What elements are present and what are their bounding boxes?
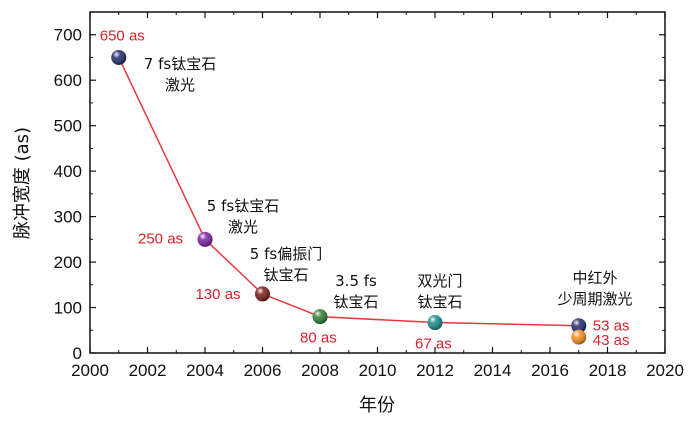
x-tick-label: 2016 <box>531 361 569 380</box>
y-tick-label: 700 <box>54 26 82 45</box>
y-tick-label: 300 <box>54 208 82 227</box>
data-point-highlight <box>571 329 587 345</box>
annotation-label: 中红外 <box>572 269 617 287</box>
x-tick-label: 2012 <box>416 361 454 380</box>
y-axis-title: 脉冲宽度 (as) <box>12 127 33 239</box>
annotation-label: 7 fs钛宝石 <box>144 55 216 73</box>
annotation-label: 钛宝石 <box>417 293 462 311</box>
axes: 2000 2002 2004 2006 2008 2010 2012 2014 2016 2018… <box>54 12 684 380</box>
data-point-highlight <box>111 49 127 65</box>
annotation-label: 钛宝石 <box>263 266 308 284</box>
data-point-highlight <box>427 315 443 331</box>
x-tick-label: 2018 <box>589 361 627 380</box>
data-point-highlight <box>255 286 270 302</box>
x-tick-label: 2004 <box>186 361 224 380</box>
x-tick-label: 2008 <box>301 361 339 380</box>
marks <box>111 49 587 345</box>
y-tick-label: 400 <box>54 162 82 181</box>
value-label: 67 as <box>415 336 452 353</box>
value-label: 53 as <box>593 318 630 335</box>
annotation-label: 双光门 <box>417 272 462 290</box>
x-tick-label: 2006 <box>244 361 282 380</box>
x-axis-title: 年份 <box>359 395 395 416</box>
x-tick-label: 2010 <box>359 361 397 380</box>
annotation-label: 少周期激光 <box>557 290 632 308</box>
annotation-label: 激光 <box>165 76 195 94</box>
x-tick-label: 2000 <box>71 361 109 380</box>
data-point-highlight <box>197 231 213 247</box>
series-line <box>118 57 579 327</box>
annotation-label: 激光 <box>228 218 258 236</box>
data-point-highlight <box>571 318 587 334</box>
value-label: 650 as <box>100 27 145 44</box>
value-label: 43 as <box>593 332 630 349</box>
data-point-highlight <box>312 309 328 325</box>
value-label: 130 as <box>196 286 241 303</box>
x-tick-label: 2014 <box>474 361 512 380</box>
annotation-label: 5 fs偏振门 <box>250 245 322 263</box>
annotation-label: 3.5 fs <box>335 272 377 290</box>
y-tick-label: 100 <box>54 299 82 318</box>
value-label: 80 as <box>300 330 337 347</box>
y-tick-label: 200 <box>54 253 82 272</box>
x-tick-label: 2020 <box>646 361 684 380</box>
value-label: 250 as <box>138 230 183 247</box>
annotation-label: 钛宝石 <box>333 293 378 311</box>
y-tick-label: 600 <box>54 71 82 90</box>
y-tick-label: 500 <box>54 117 82 136</box>
annotation-label: 5 fs钛宝石 <box>207 197 279 215</box>
x-tick-label: 2002 <box>129 361 167 380</box>
y-tick-label: 0 <box>73 344 82 363</box>
